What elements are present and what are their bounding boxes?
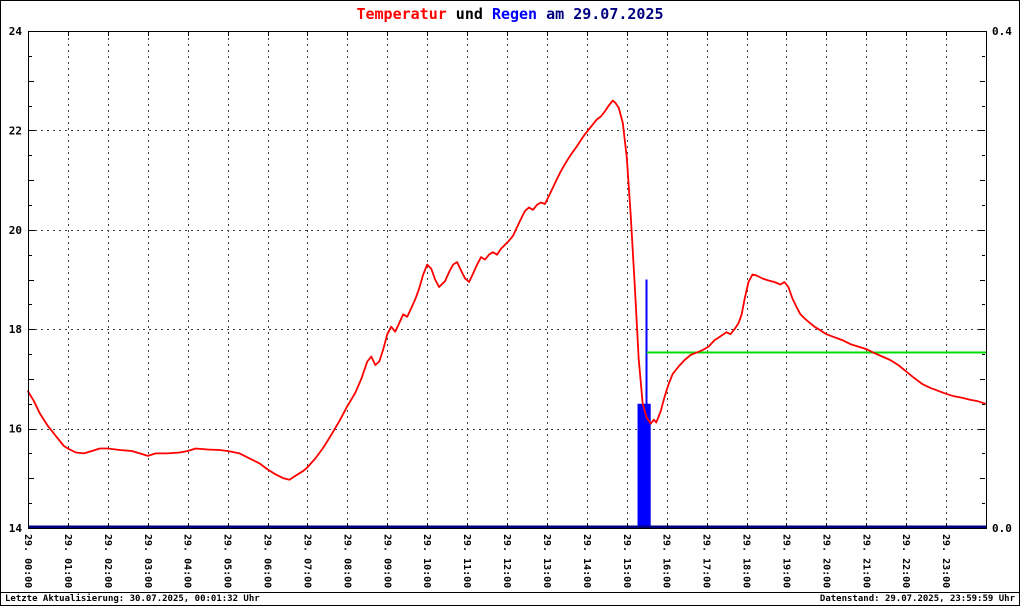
left-tick-label: 14: [9, 522, 23, 535]
x-tick-label: 29. 12:00: [501, 534, 512, 588]
left-tick-label: 20: [9, 224, 22, 237]
title-date: am 29.07.2025: [537, 5, 664, 23]
x-tick-label: 29. 17:00: [701, 534, 712, 588]
rain-bar: [637, 403, 651, 528]
x-tick-label: 29. 23:00: [940, 534, 951, 588]
x-tick-label: 29. 06:00: [262, 534, 273, 588]
x-tick-label: 29. 13:00: [541, 534, 552, 588]
x-tick-label: 29. 03:00: [142, 534, 153, 588]
x-tick-label: 29. 20:00: [820, 534, 831, 588]
title-temperatur: Temperatur: [356, 5, 447, 23]
gridlines: [29, 32, 985, 527]
chart-title: Temperatur und Regen am 29.07.2025: [1, 5, 1019, 23]
left-tick-label: 16: [9, 423, 23, 436]
x-tick-label: 29. 02:00: [102, 534, 113, 588]
x-tick-label: 29. 15:00: [621, 534, 632, 588]
rain-bar: [645, 279, 648, 528]
x-tick-label: 29. 16:00: [661, 534, 672, 588]
footer-last-update: Letzte Aktualisierung: 30.07.2025, 00:01…: [5, 594, 260, 604]
x-tick-label: 29. 07:00: [301, 534, 312, 588]
plot-border: [28, 31, 987, 529]
x-tick-label: 29. 14:00: [581, 534, 592, 588]
right-axis-labels: 0.4 0.0: [992, 25, 1012, 535]
axis-ticks: [29, 32, 985, 527]
x-tick-label: 29. 21:00: [860, 534, 871, 588]
left-tick-label: 18: [9, 323, 22, 336]
footer-data-state: Datenstand: 29.07.2025, 23:59:59 Uhr: [819, 594, 1015, 604]
x-tick-label: 29. 11:00: [461, 534, 472, 588]
title-regen: Regen: [491, 5, 538, 23]
x-tick-label: 29. 19:00: [780, 534, 791, 588]
x-tick-label: 29. 01:00: [62, 534, 73, 588]
series-Temperatur: [27, 99, 987, 481]
left-tick-label: 24: [9, 25, 23, 38]
x-tick-label: 29. 10:00: [421, 534, 432, 588]
left-tick-label: 22: [9, 124, 22, 137]
x-tick-label: 29. 08:00: [341, 534, 352, 588]
x-axis-labels: 29. 00:00 29. 01:00 29. 02:00 29. 03:00 29. …: [22, 534, 951, 588]
title-und: und: [446, 5, 492, 23]
x-tick-label: 29. 18:00: [741, 534, 752, 588]
right-tick-label: 0.4: [992, 25, 1012, 38]
left-axis-labels: 24 22 20 18 16 14: [9, 25, 23, 535]
x-tick-label: 29. 05:00: [222, 534, 233, 588]
x-tick-label: 29. 00:00: [22, 534, 33, 588]
footer-bar: Letzte Aktualisierung: 30.07.2025, 00:01…: [1, 592, 1019, 605]
right-tick-label: 0.0: [992, 522, 1012, 535]
x-tick-label: 29. 04:00: [182, 534, 193, 588]
x-tick-label: 29. 09:00: [381, 534, 392, 588]
series-Regen: [637, 279, 651, 528]
x-tick-label: 29. 22:00: [900, 534, 911, 588]
